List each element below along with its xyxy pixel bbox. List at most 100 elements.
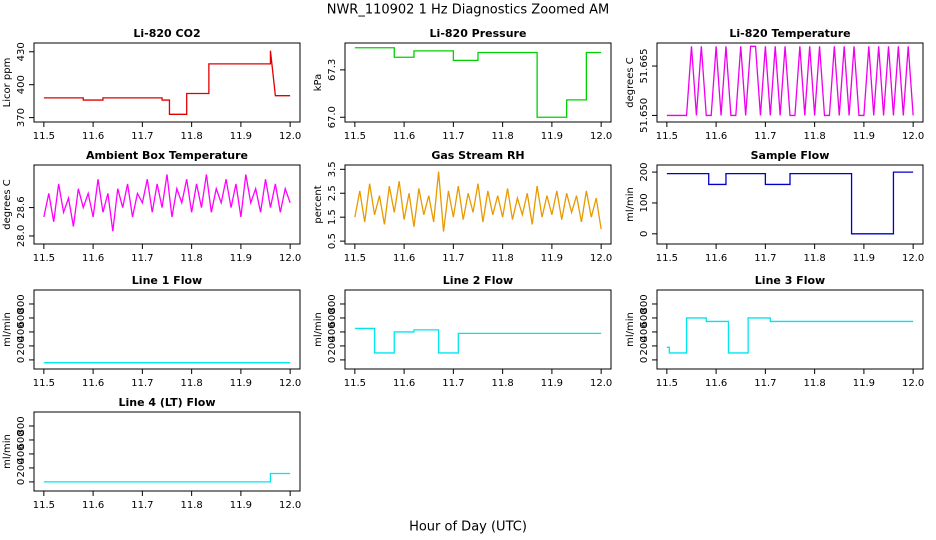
x-tick-label: 11.9 — [853, 253, 875, 264]
x-tick-label: 11.5 — [344, 378, 366, 389]
plot-frame — [656, 42, 924, 123]
data-line — [43, 174, 291, 232]
x-tick-label: 11.5 — [33, 500, 55, 511]
y-axis-label: degrees C — [625, 57, 636, 107]
x-tick-label: 11.8 — [180, 131, 202, 142]
x-tick-label: 11.9 — [230, 253, 252, 264]
x-tick-label: 11.8 — [803, 378, 825, 389]
y-tick-label: 430 — [16, 42, 27, 61]
x-tick-label: 11.9 — [541, 131, 563, 142]
x-tick-label: 11.6 — [82, 253, 104, 264]
x-tick-label: 11.9 — [230, 500, 252, 511]
y-tick-label: 67.0 — [327, 106, 338, 128]
y-tick-label: 2.5 — [327, 185, 338, 201]
y-tick-label: 0 — [16, 479, 27, 485]
x-tick-label: 11.6 — [705, 378, 727, 389]
y-tick-label: 400 — [16, 322, 27, 341]
plot-frame — [33, 289, 301, 370]
x-tick-label: 11.6 — [82, 500, 104, 511]
x-tick-label: 12.0 — [590, 253, 612, 264]
y-tick-label: 400 — [16, 444, 27, 463]
x-tick-label: 11.6 — [82, 131, 104, 142]
x-tick-label: 12.0 — [279, 378, 301, 389]
x-tick-label: 11.8 — [491, 378, 513, 389]
x-tick-label: 11.6 — [705, 131, 727, 142]
panel-title: Ambient Box Temperature — [86, 149, 248, 162]
x-tick-label: 11.7 — [754, 378, 776, 389]
x-tick-label: 11.5 — [656, 378, 678, 389]
x-tick-label: 11.5 — [656, 131, 678, 142]
x-tick-label: 11.6 — [393, 131, 415, 142]
y-tick-label: 100 — [639, 193, 650, 212]
x-tick-label: 11.9 — [230, 378, 252, 389]
x-tick-label: 12.0 — [902, 253, 924, 264]
data-line — [666, 171, 914, 235]
plot-frame — [344, 164, 612, 245]
y-axis-label: ml/min — [2, 434, 13, 469]
data-line — [354, 171, 602, 232]
x-tick-label: 11.8 — [491, 253, 513, 264]
y-tick-label: 400 — [639, 322, 650, 341]
y-axis-label: Licor ppm — [2, 58, 13, 108]
y-tick-label: 400 — [16, 75, 27, 94]
y-tick-label: 200 — [639, 336, 650, 355]
y-tick-label: 28.6 — [16, 196, 27, 218]
panel-title: Li-820 Temperature — [729, 27, 850, 40]
plot-frame — [656, 164, 924, 245]
x-tick-label: 11.7 — [754, 131, 776, 142]
x-tick-label: 11.7 — [754, 253, 776, 264]
panel-title: Li-820 CO2 — [133, 27, 200, 40]
y-axis-label: kPa — [313, 74, 324, 92]
x-tick-label: 11.5 — [33, 253, 55, 264]
x-tick-label: 11.7 — [442, 131, 464, 142]
y-tick-label: 800 — [639, 294, 650, 313]
y-tick-label: 200 — [16, 458, 27, 477]
x-tick-label: 11.7 — [131, 378, 153, 389]
x-tick-label: 11.8 — [180, 378, 202, 389]
x-tick-label: 11.7 — [131, 500, 153, 511]
panel-title: Line 4 (LT) Flow — [119, 396, 216, 409]
y-tick-label: 0 — [327, 357, 338, 363]
panel-title: Line 1 Flow — [132, 274, 202, 287]
plot-frame — [656, 289, 924, 370]
x-tick-label: 11.9 — [853, 131, 875, 142]
y-tick-label: 370 — [16, 108, 27, 127]
y-tick-label: 800 — [16, 294, 27, 313]
y-tick-label: 28.0 — [16, 225, 27, 247]
x-tick-label: 12.0 — [902, 131, 924, 142]
x-tick-label: 11.9 — [541, 253, 563, 264]
data-line — [43, 472, 291, 483]
x-tick-label: 11.9 — [541, 378, 563, 389]
y-tick-label: 400 — [327, 322, 338, 341]
y-tick-label: 600 — [16, 308, 27, 327]
plot-frame — [33, 411, 301, 492]
y-axis-label: ml/min — [625, 312, 636, 347]
x-tick-label: 11.6 — [82, 378, 104, 389]
x-tick-label: 12.0 — [279, 500, 301, 511]
data-line — [666, 317, 914, 354]
x-tick-label: 11.5 — [33, 131, 55, 142]
y-axis-label: percent — [313, 185, 324, 223]
y-tick-label: 51.650 — [639, 98, 650, 133]
x-tick-label: 12.0 — [279, 253, 301, 264]
y-tick-label: 51.665 — [639, 49, 650, 84]
x-tick-label: 11.6 — [393, 378, 415, 389]
x-axis-label: Hour of Day (UTC) — [409, 520, 527, 535]
x-tick-label: 11.5 — [344, 253, 366, 264]
x-tick-label: 12.0 — [590, 131, 612, 142]
x-tick-label: 11.7 — [442, 378, 464, 389]
plot-frame — [33, 42, 301, 123]
panel-title: Line 3 Flow — [755, 274, 825, 287]
x-tick-label: 11.8 — [491, 131, 513, 142]
plot-frame — [344, 289, 612, 370]
x-tick-label: 11.9 — [853, 378, 875, 389]
y-axis-label: ml/min — [2, 312, 13, 347]
y-tick-label: 800 — [327, 294, 338, 313]
x-tick-label: 11.7 — [442, 253, 464, 264]
x-tick-label: 11.9 — [230, 131, 252, 142]
plot-frame — [33, 164, 301, 245]
panel-title: Li-820 Pressure — [430, 27, 527, 40]
x-tick-label: 11.5 — [344, 131, 366, 142]
y-tick-label: 0 — [16, 357, 27, 363]
